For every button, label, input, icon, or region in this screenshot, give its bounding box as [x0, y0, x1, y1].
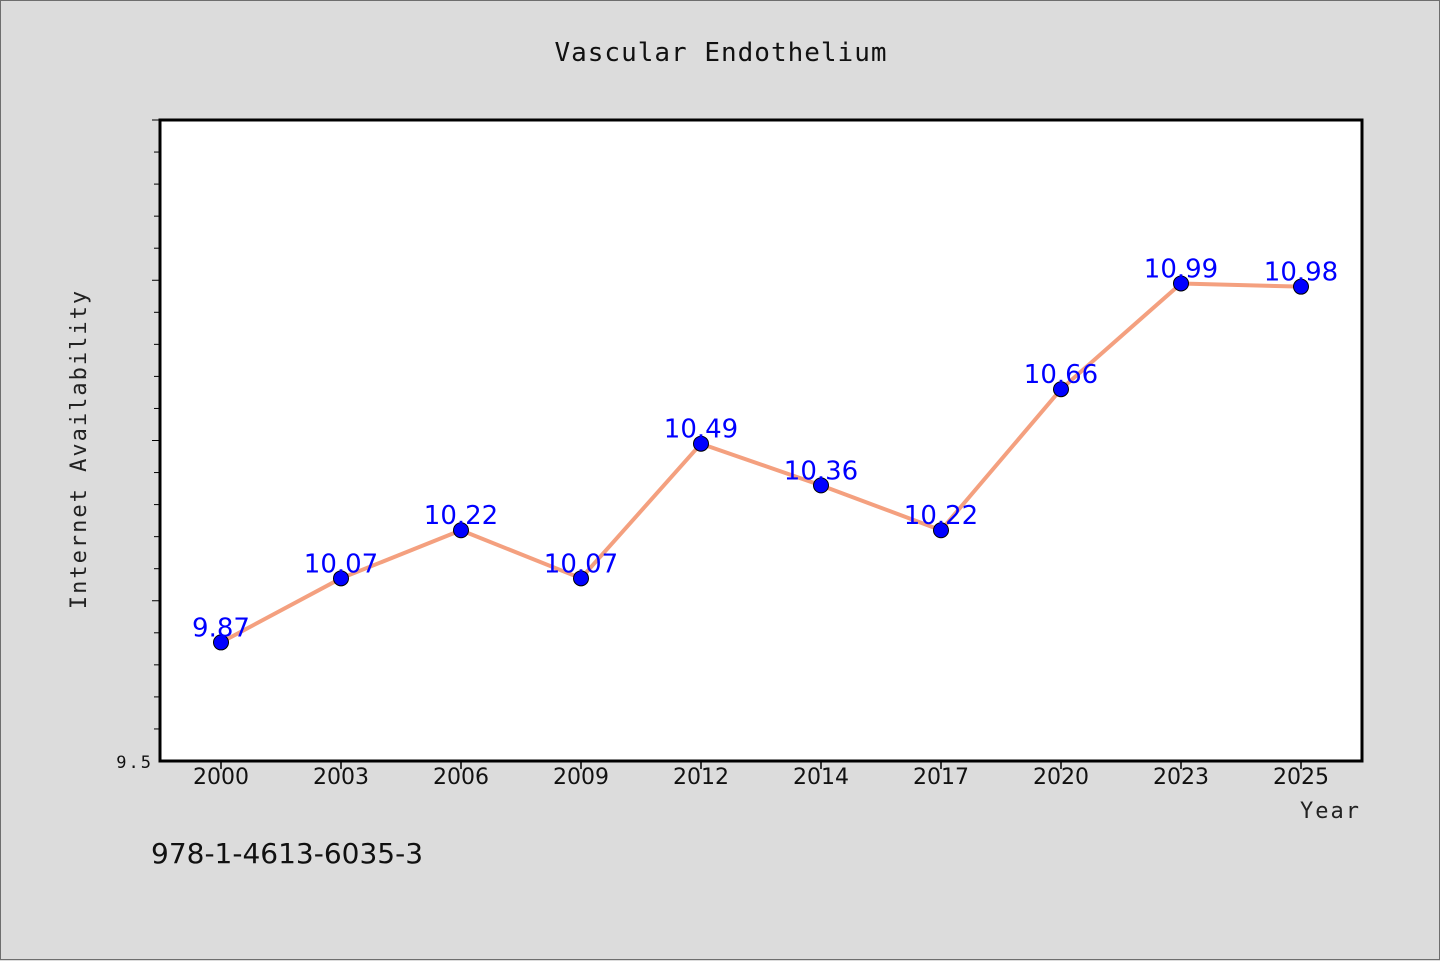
x-tick-label-2003: 2003	[313, 765, 369, 790]
y-axis-label: Internet Availability	[67, 289, 92, 609]
x-tick-label-2025: 2025	[1273, 765, 1329, 790]
data-point-2012	[693, 435, 709, 452]
x-axis-label: Year	[1300, 799, 1361, 824]
data-point-2017	[933, 522, 949, 539]
series-line	[220, 281, 1302, 645]
data-label-2003: 10.07	[304, 549, 378, 579]
footnote-text: 978-1-4613-6035-3	[151, 837, 423, 870]
y-tick-label-min: 9.5	[116, 753, 153, 773]
data-label-2017: 10.22	[904, 501, 978, 531]
data-label-2020: 10.66	[1024, 360, 1098, 390]
plot-frame	[158, 118, 1364, 763]
chart-title: Vascular Endothelium	[554, 38, 887, 68]
data-point-2014	[813, 477, 829, 494]
data-label-2012: 10.49	[664, 415, 738, 445]
x-tick-label-2014: 2014	[793, 765, 849, 790]
data-point-2023	[1173, 275, 1189, 292]
data-label-2025: 10.98	[1264, 258, 1338, 288]
data-labels-layer: 9.87 10.07 10.22 10.07 10.49 10.36 10.22 10.66 1…	[192, 254, 1338, 643]
x-tick-label-2017: 2017	[913, 765, 969, 790]
x-tick-label-2012: 2012	[673, 765, 729, 790]
data-label-2009: 10.07	[544, 549, 618, 579]
data-point-2003	[333, 570, 349, 587]
series-layer	[213, 275, 1309, 651]
x-tick-label-2020: 2020	[1033, 765, 1089, 790]
x-tick-label-2009: 2009	[553, 765, 609, 790]
x-axis-ticks: 2000 2003 2006 2009 2012 2014 2017 2020 2023 2025	[193, 761, 1329, 790]
x-tick-label-2023: 2023	[1153, 765, 1209, 790]
data-point-2009	[573, 570, 589, 587]
data-label-2023: 10.99	[1144, 254, 1218, 284]
data-label-2000: 9.87	[192, 613, 250, 643]
data-point-2006	[453, 522, 469, 539]
x-tick-label-2000: 2000	[193, 765, 249, 790]
data-label-2014: 10.36	[784, 456, 858, 486]
data-point-2000	[213, 634, 229, 651]
data-point-2020	[1053, 381, 1069, 398]
x-tick-label-2006: 2006	[433, 765, 489, 790]
data-label-2006: 10.22	[424, 501, 498, 531]
data-point-2025	[1293, 278, 1309, 295]
plot-area	[160, 120, 1362, 761]
